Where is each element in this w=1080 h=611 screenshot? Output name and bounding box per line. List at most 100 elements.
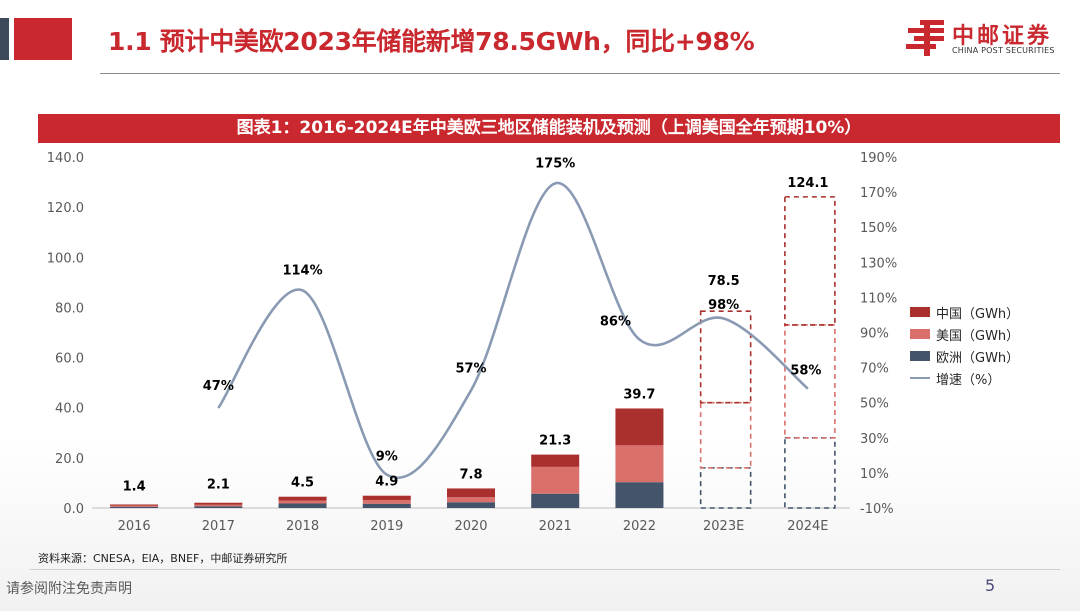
legend-item-europe: 欧洲（GWh） [910,345,1019,367]
total-value-label: 1.4 [123,479,146,494]
total-value-label: 21.3 [539,434,571,449]
left-axis-tick-label: 60.0 [55,352,84,367]
bar-segment [447,488,495,498]
bar-segment [447,502,495,508]
forecast-bar-segment [784,436,836,509]
legend-label-growth: 增速（%） [936,372,1001,388]
chart-legend: 中国（GWh） 美国（GWh） 欧洲（GWh） 增速（%） [910,301,1019,389]
total-value-label: 2.1 [207,478,230,493]
logo-english-name: CHINA POST SECURITIES [952,46,1055,55]
total-value-label: 124.1 [787,176,828,191]
total-value-label: 39.7 [623,387,655,402]
logo-chinese-name: 中邮证券 [952,24,1053,49]
legend-swatch-europe [910,351,930,361]
growth-rate-label: 58% [790,364,821,379]
bar-segment [447,497,495,503]
header-accent-red [14,18,72,60]
left-axis-tick-label: 80.0 [55,301,84,316]
x-axis-tick-label: 2021 [539,519,572,534]
growth-rate-label: 114% [282,263,322,278]
bar-segment [110,506,159,508]
x-axis-tick-label: 2016 [118,519,151,534]
x-axis-tick-label: 2024E [787,519,828,534]
forecast-bar-segment [784,196,836,326]
bar-segment [362,499,411,504]
legend-item-growth: 增速（%） [910,367,1019,389]
legend-label-china: 中国（GWh） [936,306,1020,322]
chart-title-bar: 图表1：2016-2024E年中美欧三地区储能装机及预测（上调美国全年预期10%… [38,114,1060,143]
total-value-label: 4.5 [291,476,314,491]
growth-rate-label: 175% [535,156,575,171]
growth-rate-label: 57% [455,361,486,376]
forecast-bar-segment [699,467,752,509]
bar-segment [194,506,243,508]
header-accent-dark [0,18,9,60]
bar-segment [194,502,243,505]
total-value-label: 7.8 [459,467,482,482]
bar-segment [278,496,327,501]
right-axis-tick-label: 70% [860,362,889,377]
disclaimer-note: 请参阅附注免责声明 [6,581,132,597]
legend-swatch-usa [910,329,930,339]
footer-divider [30,569,1060,570]
right-axis-tick-label: 170% [860,186,897,201]
slide-title: 1.1 预计中美欧2023年储能新增78.5GWh，同比+98% [108,27,755,56]
data-source-note: 资料来源：CNESA，EIA，BNEF，中邮证券研究所 [38,552,288,565]
x-axis-tick-label: 2018 [286,519,319,534]
x-axis-tick-label: 2017 [202,519,235,534]
legend-line-growth [910,377,930,379]
forecast-bar-segment [784,324,836,439]
bar-segment [615,445,664,483]
legend-swatch-china [910,307,930,317]
x-axis-tick-label: 2022 [623,519,656,534]
total-value-label: 78.5 [708,274,740,289]
legend-label-usa: 美国（GWh） [936,328,1020,344]
bar-segment [362,495,411,500]
right-axis-tick-label: 110% [860,291,897,306]
total-value-label: 4.9 [375,475,398,490]
title-divider [100,73,1060,74]
right-axis-tick-label: -10% [860,502,894,517]
company-logo: 中邮证券 CHINA POST SECURITIES [906,18,1076,64]
growth-rate-label: 9% [376,450,398,465]
bar-segment [194,504,243,507]
left-axis-tick-label: 100.0 [47,251,84,266]
bar-segment [615,408,664,446]
left-axis-tick-label: 120.0 [47,201,84,216]
left-axis-tick-label: 0.0 [63,502,84,517]
bar-segment [278,500,327,504]
bar-segment [531,466,580,494]
left-axis-tick-label: 40.0 [55,402,84,417]
growth-rate-label: 47% [203,379,234,394]
legend-label-europe: 欧洲（GWh） [936,350,1020,366]
growth-rate-line [217,182,809,480]
left-axis-tick-label: 140.0 [47,151,84,166]
legend-item-usa: 美国（GWh） [910,323,1019,345]
left-axis-tick-label: 20.0 [55,452,84,467]
x-axis-tick-label: 2023E [703,519,744,534]
right-axis-tick-label: 90% [860,327,889,342]
right-axis-tick-label: 150% [860,221,897,236]
bar-segment [531,454,580,467]
page-number: 5 [985,576,996,595]
bar-segment [110,505,159,507]
bar-segment [531,493,580,508]
right-axis-tick-label: 10% [860,467,889,482]
growth-rate-label: 98% [708,298,739,313]
right-axis-tick-label: 50% [860,397,889,412]
x-axis-tick-label: 2020 [454,519,487,534]
right-axis-tick-label: 130% [860,256,897,271]
forecast-bar-segment [699,310,752,404]
legend-item-china: 中国（GWh） [910,301,1019,323]
x-axis-tick-label: 2019 [370,519,403,534]
bar-segment [615,482,664,508]
bar-segment [362,503,411,508]
china-post-logo-icon [906,20,944,56]
right-axis-tick-label: 190% [860,151,897,166]
bar-segment [110,504,159,506]
right-axis-tick-label: 30% [860,432,889,447]
growth-rate-label: 86% [600,315,631,330]
forecast-bar-segment [699,401,752,469]
